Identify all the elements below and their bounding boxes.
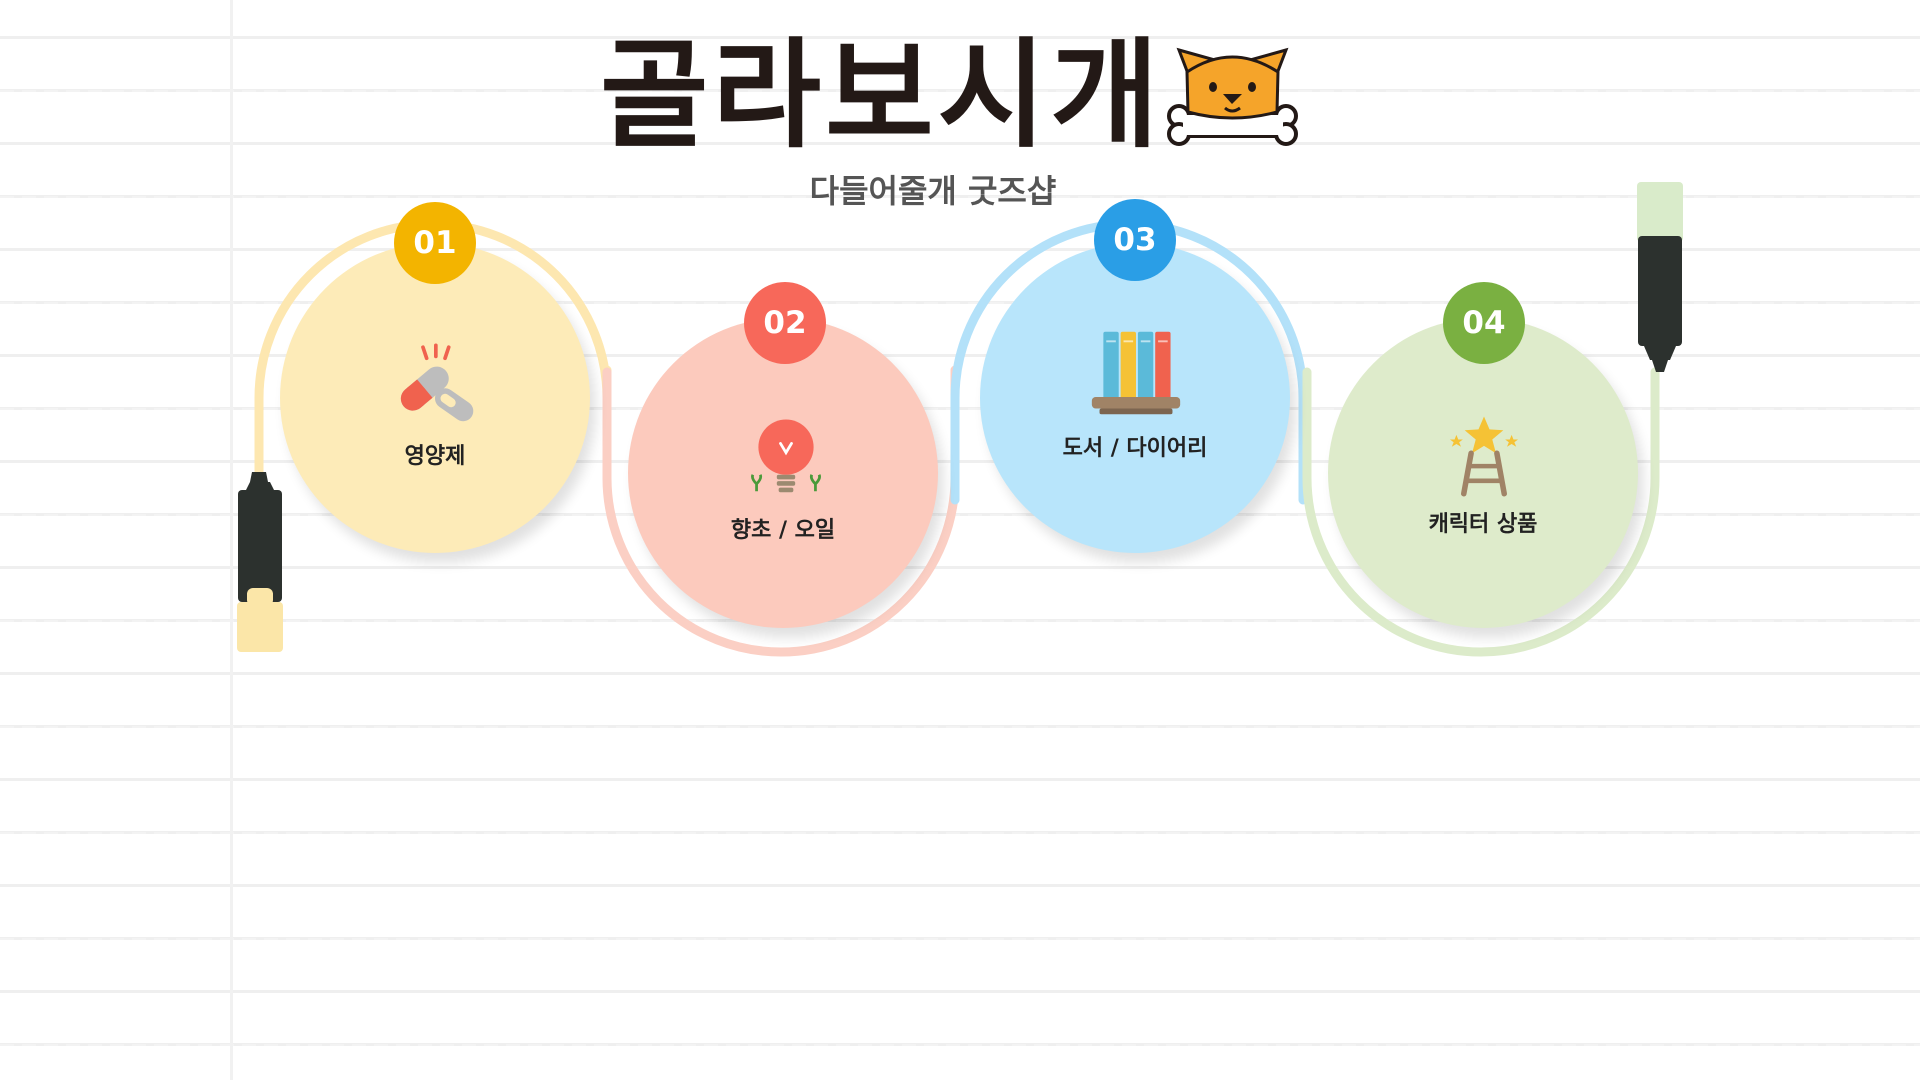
- arc-02: [602, 365, 960, 657]
- step-badge-03: 03: [1094, 199, 1176, 281]
- step-badge-02: 02: [744, 282, 826, 364]
- subtitle: 다들어줄개 굿즈샵: [0, 166, 1920, 212]
- notebook-margin-line: [230, 0, 233, 1080]
- page-title: 골라보시개: [600, 26, 1163, 164]
- right-highlighter-marker: [1637, 182, 1683, 372]
- subtitle-text: 다들어줄개 굿즈샵: [809, 172, 1057, 210]
- dog-with-bone-icon: [1167, 47, 1298, 146]
- step-badge-01: 01: [394, 202, 476, 284]
- arc-04: [1302, 367, 1660, 657]
- category-label-character-goods: 캐릭터 상품: [1428, 512, 1538, 537]
- books-on-shelf-icon: [1091, 331, 1181, 415]
- step-badge-04: 04: [1443, 282, 1525, 364]
- category-label-supplements: 영양제: [404, 444, 466, 469]
- lightbulb-sprout-icon: [751, 419, 821, 493]
- star-ladder-icon: [1449, 416, 1519, 497]
- title-area: 골라보시개: [600, 30, 1320, 160]
- category-card-character-goods[interactable]: [1328, 318, 1638, 628]
- left-highlighter-marker: [237, 472, 283, 652]
- category-label-books-diary: 도서 / 다이어리: [1062, 436, 1208, 461]
- category-label-candles-oil: 향초 / 오일: [730, 518, 836, 543]
- capsule-pill-icon: [400, 343, 474, 422]
